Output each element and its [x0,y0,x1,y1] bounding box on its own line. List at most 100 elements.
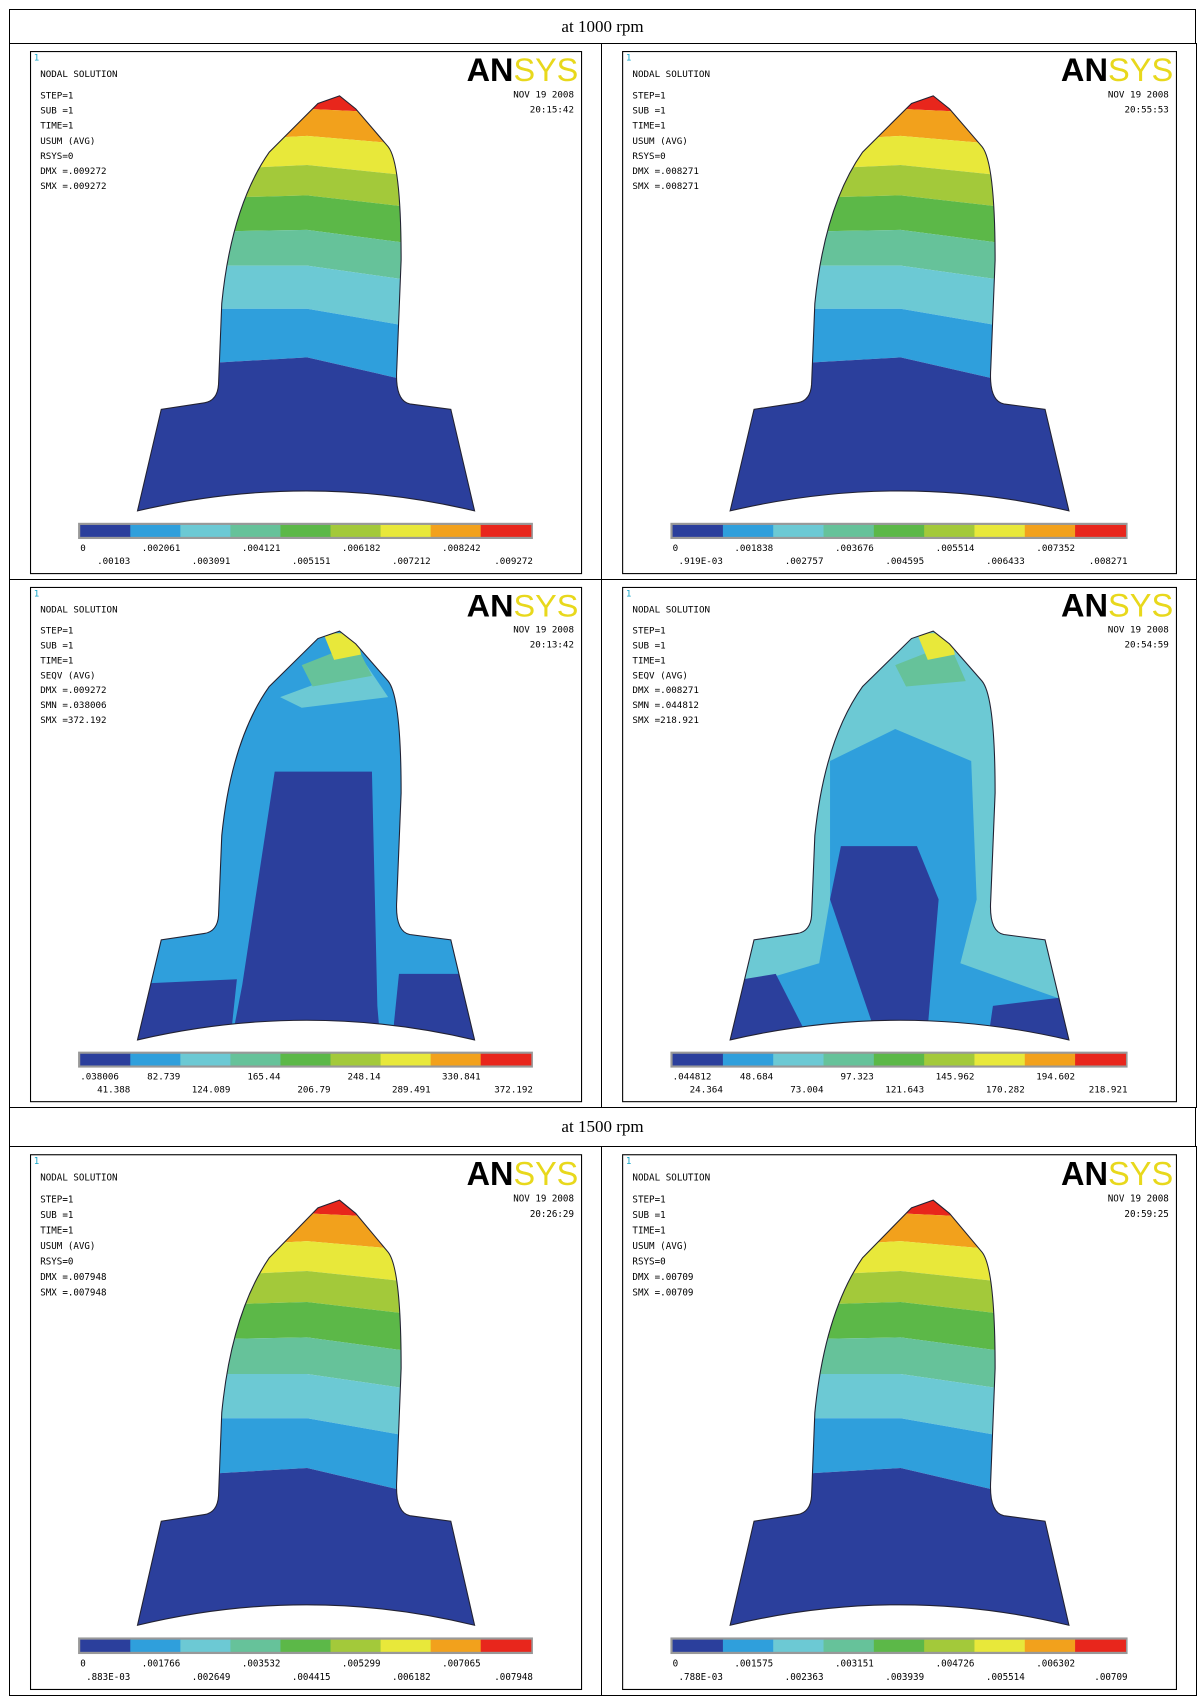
plot-time: 20:15:42 [530,104,574,115]
plot-info: DMX =.008271 [632,166,699,177]
colorbar-segment [924,524,976,537]
colorbar-segment [823,1053,875,1066]
plot-time: 20:54:59 [1124,640,1168,650]
plot-info: DMX =.008271 [632,686,699,696]
contour-band [388,973,475,1040]
plot-info: USUM (AVG) [40,1241,95,1252]
plot-info: USUM (AVG) [40,136,95,147]
legend-label: 165.44 [247,1073,281,1083]
legend-label: 289.491 [392,1085,431,1095]
tooth-outline [136,1199,476,1627]
colorbar-segment [823,1639,875,1652]
legend-label: .003151 [835,1658,874,1669]
plot-heading: NODAL SOLUTION [632,605,710,615]
colorbar-segment [480,524,532,537]
plot-date: NOV 19 2008 [1108,626,1169,636]
plot-info: USUM (AVG) [632,1241,688,1252]
logo-sys: SYS [513,1154,578,1191]
colorbar-segment [430,1053,482,1066]
plot-info: RSYS=0 [632,151,665,162]
colorbar-segment [380,1639,432,1652]
plot-info: STEP=1 [40,90,73,101]
plot-info: TIME=1 [40,656,73,666]
colorbar-segment [330,524,382,537]
legend-label: .002757 [785,556,824,567]
plot-time: 20:13:42 [530,640,574,650]
colorbar-segment [1024,1639,1076,1652]
colorbar-segment [230,1639,282,1652]
legend-label: .004595 [885,556,924,567]
plot-info: SMX =372.192 [40,716,106,726]
plot-info: RSYS=0 [40,1257,73,1268]
legend-label: 330.841 [442,1073,481,1083]
legend-label: .001838 [734,543,773,554]
contour-band [730,1468,1069,1626]
plot-info: SUB =1 [632,642,665,652]
colorbar-segment [924,1053,976,1066]
colorbar-segment [180,524,231,537]
window-number: 1 [34,53,40,64]
legend-label: .788E-03 [678,1672,722,1683]
legend-label: 218.921 [1089,1086,1128,1096]
logo-an: AN [1061,52,1108,88]
colorbar-segment [722,1639,774,1652]
section-header: at 1000 rpm [9,9,1196,44]
legend-label: .001766 [142,1658,181,1669]
logo-sys: SYS [513,52,578,88]
legend-label: .005514 [986,1672,1025,1683]
plot-info: STEP=1 [40,1195,73,1206]
tooth-outline [136,630,476,1041]
contour-band [137,357,475,511]
colorbar-segment [80,524,131,537]
plot-info: RSYS=0 [40,151,73,162]
colorbar-segment [773,1053,825,1066]
legend-label: 372.192 [494,1085,533,1095]
plot-info: SMN =.038006 [40,701,106,711]
plot-info: RSYS=0 [632,1257,665,1268]
colorbar-segment [280,524,332,537]
colorbar-segment [672,524,724,537]
plot-info: STEP=1 [632,1195,665,1206]
legend-label: .00103 [97,556,130,567]
contour-band [226,771,383,1040]
plot-info: SUB =1 [632,106,665,117]
colorbar-segment [80,1639,131,1652]
colorbar-segment [330,1053,382,1066]
plot-info: TIME=1 [40,1226,73,1237]
colorbar-segment [130,1053,181,1066]
colorbar-segment [924,1639,976,1652]
legend-label: .003532 [242,1658,281,1669]
colorbar-segment [974,1639,1026,1652]
colorbar-segment [180,1053,231,1066]
plot-info: DMX =.009272 [40,686,106,696]
panel-cell: 1 NODAL SOLUTION STEP=1 SUB =1 TIME=1 USUM (A… [601,43,1197,580]
ansys-logo: ANSYS [467,1154,579,1191]
legend-label: .002649 [192,1672,231,1683]
plot-date: NOV 19 2008 [513,89,574,100]
legend-label: .006182 [392,1672,431,1683]
contour-band [137,979,237,1040]
plot-info: SMX =.00709 [632,1288,693,1299]
logo-sys: SYS [1108,587,1173,623]
colorbar-segment [230,1053,282,1066]
colorbar-segment [80,1053,131,1066]
plot-info: SMN =.044812 [632,701,699,711]
panel-cell: 1 NODAL SOLUTION STEP=1 SUB =1 TIME=1 USUM (A… [9,43,602,580]
colorbar-segment [672,1639,724,1652]
colorbar-segment [1024,524,1076,537]
tooth-outline [136,95,476,512]
plot-info: TIME=1 [632,656,665,666]
legend-label: 0 [80,1658,86,1669]
plot-info: USUM (AVG) [632,136,687,147]
colorbar-segment [773,524,825,537]
panel-cell: 1 NODAL SOLUTION STEP=1 SUB =1 TIME=1 USUM (A… [9,1146,602,1696]
legend-label: .006302 [1036,1658,1075,1669]
panel-cell: 1 NODAL SOLUTION STEP=1 SUB =1 TIME=1 SEQV (A… [9,579,602,1108]
logo-sys: SYS [513,587,578,623]
panel-cell: 1 NODAL SOLUTION STEP=1 SUB =1 TIME=1 SEQV (A… [601,579,1197,1108]
plot-info: SMX =.008271 [632,181,699,192]
colorbar-segment [280,1639,332,1652]
tooth-outline [729,95,1070,512]
plot-info: SEQV (AVG) [40,671,95,681]
